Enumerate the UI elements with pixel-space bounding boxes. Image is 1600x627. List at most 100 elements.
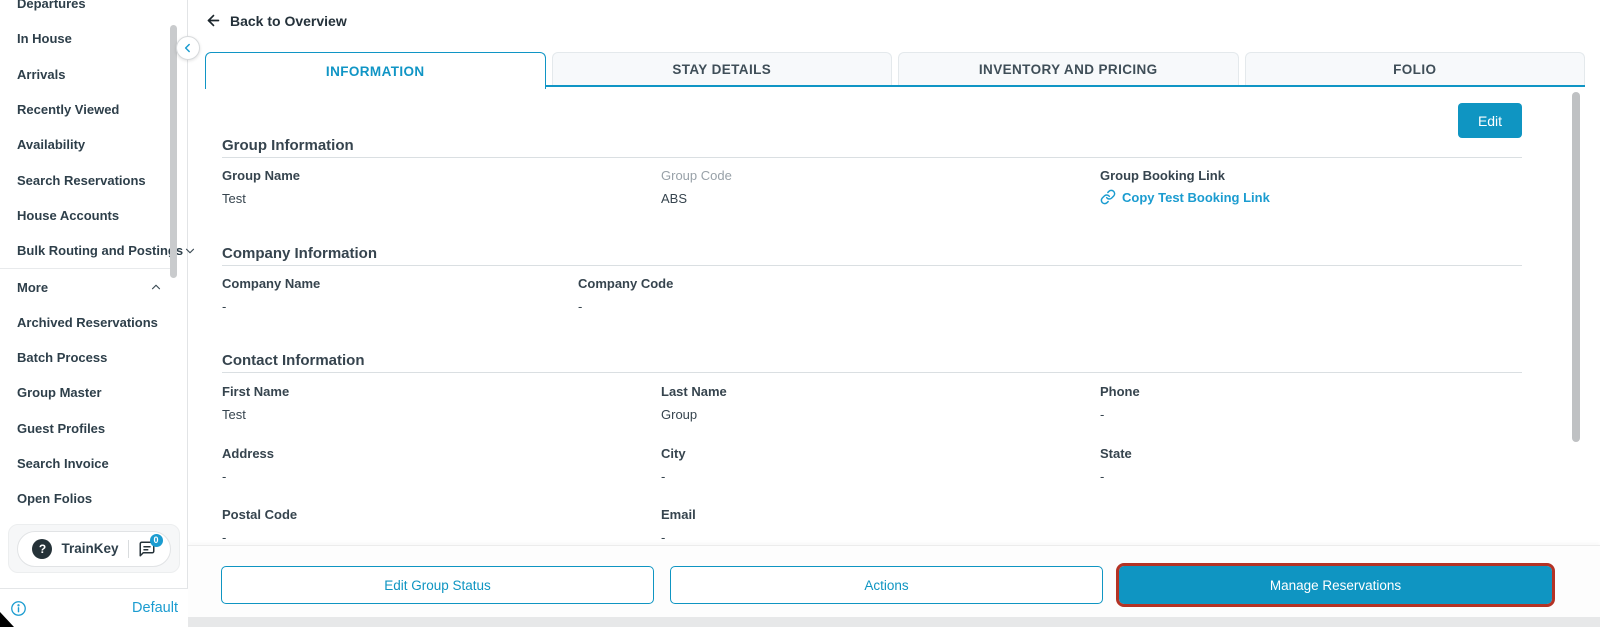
field-label: Group Name (222, 168, 301, 183)
manage-reservations-button[interactable]: Manage Reservations (1116, 563, 1555, 607)
sidebar-item-arrivals[interactable]: Arrivals (0, 57, 177, 92)
tab-folio[interactable]: FOLIO (1244, 52, 1585, 85)
trainkey-pill[interactable]: ? TrainKey 0 (17, 530, 171, 567)
tab-bar: INFORMATION STAY DETAILS INVENTORY AND P… (205, 52, 1585, 89)
section-divider (222, 372, 1522, 373)
sidebar-item-label: Availability (17, 137, 86, 153)
field-value: - (578, 299, 583, 314)
field-label: Postal Code (222, 507, 298, 522)
field-value: - (661, 469, 666, 484)
chevron-down-icon (183, 244, 197, 258)
sidebar-item-label: Arrivals (17, 66, 66, 82)
last-name-field: Last Name Group (661, 384, 727, 422)
info-icon[interactable] (10, 600, 27, 617)
sidebar-item-bulk-routing[interactable]: Bulk Routing and Postings (0, 233, 195, 268)
chat-icon[interactable]: 0 (138, 533, 163, 558)
sidebar-item-label: Recently Viewed (17, 102, 120, 118)
field-label: Phone (1100, 384, 1140, 399)
section-divider (222, 265, 1522, 266)
field-label: City (661, 446, 686, 461)
company-information-title: Company Information (222, 245, 378, 262)
default-link[interactable]: Default (132, 600, 178, 616)
group-name-field: Group Name Test (222, 168, 300, 206)
field-value: - (222, 469, 227, 484)
edit-button[interactable]: Edit (1458, 103, 1522, 138)
field-value: Group (661, 407, 698, 422)
chevron-up-icon (149, 280, 163, 294)
trainkey-panel: ? TrainKey 0 (8, 524, 180, 573)
sidebar-item-archived-reservations[interactable]: Archived Reservations (0, 305, 177, 340)
sidebar-item-label: Archived Reservations (17, 314, 158, 330)
field-value: - (222, 299, 227, 314)
sidebar-item-guest-profiles[interactable]: Guest Profiles (0, 411, 177, 446)
mouse-cursor (0, 612, 14, 627)
field-label: Email (661, 507, 696, 522)
copy-booking-link-label: Copy Test Booking Link (1122, 189, 1270, 205)
help-icon: ? (32, 538, 53, 559)
field-value: Test (222, 191, 246, 206)
back-link-label: Back to Overview (230, 12, 347, 29)
sidebar-item-departures[interactable]: Departures (0, 0, 177, 21)
sidebar-item-label: Guest Profiles (17, 420, 106, 436)
sidebar-footer: Default (0, 588, 188, 627)
sidebar-scrollbar[interactable] (170, 25, 177, 278)
email-field: Email - (661, 507, 696, 545)
sidebar-item-house-accounts[interactable]: House Accounts (0, 198, 177, 233)
field-label: State (1100, 446, 1132, 461)
sidebar-collapse-button[interactable] (176, 36, 200, 60)
sidebar-item-label: House Accounts (17, 207, 120, 223)
group-code-field: Group Code ABS (661, 168, 732, 206)
field-value: - (1100, 407, 1105, 422)
actions-button[interactable]: Actions (670, 566, 1103, 604)
sidebar-item-batch-process[interactable]: Batch Process (0, 340, 177, 375)
tab-information[interactable]: INFORMATION (205, 52, 546, 89)
group-information-title: Group Information (222, 137, 354, 154)
postal-code-field: Postal Code - (222, 507, 297, 545)
group-booking-link-field: Group Booking Link Copy Test Booking Lin… (1100, 168, 1270, 205)
address-field: Address - (222, 446, 274, 484)
tab-inventory-and-pricing[interactable]: INVENTORY AND PRICING (898, 52, 1239, 85)
copy-booking-link[interactable]: Copy Test Booking Link (1100, 189, 1270, 205)
section-divider (222, 157, 1522, 158)
sidebar-item-label: Group Master (17, 385, 102, 401)
sidebar-nav: Departures In House Arrivals Recently Vi… (0, 0, 195, 516)
field-label: Company Code (578, 276, 674, 291)
sidebar-item-search-reservations[interactable]: Search Reservations (0, 162, 177, 197)
city-field: City - (661, 446, 686, 484)
sidebar-divider (0, 268, 177, 270)
sidebar-item-open-folios[interactable]: Open Folios (0, 481, 177, 516)
phone-field: Phone - (1100, 384, 1140, 422)
sidebar-item-search-invoice[interactable]: Search Invoice (0, 446, 177, 481)
sidebar-item-in-house[interactable]: In House (0, 21, 177, 56)
sidebar-item-availability[interactable]: Availability (0, 127, 177, 162)
field-label: Group Code (661, 168, 732, 183)
field-value: Test (222, 407, 246, 422)
notification-badge: 0 (149, 533, 163, 547)
company-name-field: Company Name - (222, 276, 320, 314)
field-label: Address (222, 446, 275, 461)
sidebar-item-label: In House (17, 31, 72, 47)
field-label: Company Name (222, 276, 321, 291)
field-value: - (661, 530, 666, 545)
company-code-field: Company Code - (578, 276, 673, 314)
back-to-overview-link[interactable]: Back to Overview (205, 12, 347, 29)
sidebar-item-group-master[interactable]: Group Master (0, 375, 177, 410)
sidebar-item-recently-viewed[interactable]: Recently Viewed (0, 92, 177, 127)
footer-action-bar: Edit Group Status Actions Manage Reserva… (188, 545, 1600, 617)
sidebar-item-more[interactable]: More (0, 269, 177, 304)
edit-group-status-button[interactable]: Edit Group Status (221, 566, 654, 604)
field-value: - (1100, 469, 1105, 484)
content-scrollbar[interactable] (1572, 92, 1580, 442)
sidebar-item-label: Open Folios (17, 491, 93, 507)
tab-stay-details[interactable]: STAY DETAILS (551, 52, 892, 85)
sidebar: Departures In House Arrivals Recently Vi… (0, 0, 195, 627)
field-value: ABS (661, 191, 688, 206)
arrow-left-icon (205, 12, 222, 29)
sidebar-item-label: Search Reservations (17, 172, 146, 188)
state-field: State - (1100, 446, 1132, 484)
sidebar-item-label: More (17, 279, 49, 295)
field-label: Group Booking Link (1100, 168, 1225, 183)
field-label: Last Name (661, 384, 727, 399)
trainkey-label: TrainKey (61, 541, 119, 556)
divider (127, 539, 129, 558)
